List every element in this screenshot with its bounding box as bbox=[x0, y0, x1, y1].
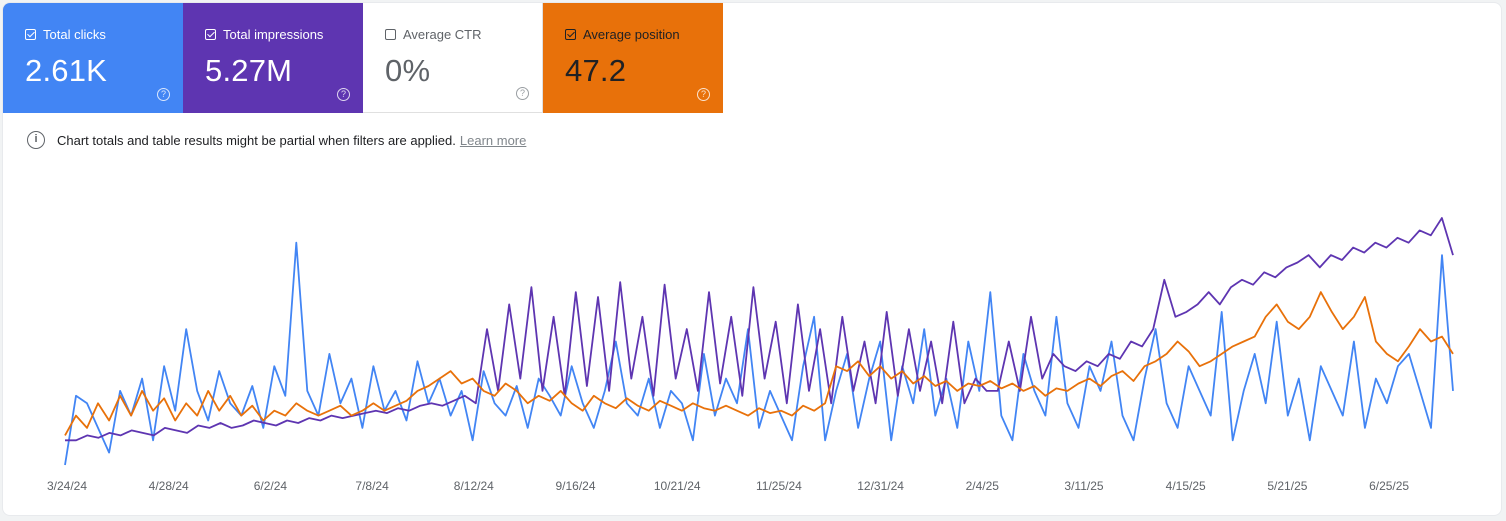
x-tick-label: 6/25/25 bbox=[1369, 479, 1409, 493]
metric-cards: Total clicks 2.61K ? Total impressions 5… bbox=[3, 3, 723, 113]
help-icon[interactable]: ? bbox=[516, 87, 529, 100]
x-tick-label: 2/4/25 bbox=[966, 479, 1000, 493]
notice-text: Chart totals and table results might be … bbox=[57, 132, 456, 148]
help-icon[interactable]: ? bbox=[157, 88, 170, 101]
info-icon: i bbox=[27, 131, 45, 149]
x-tick-label: 9/16/24 bbox=[555, 479, 595, 493]
card-average-position[interactable]: Average position 47.2 ? bbox=[543, 3, 723, 113]
series-line-2 bbox=[64, 291, 1454, 436]
x-tick-label: 7/8/24 bbox=[355, 479, 389, 493]
card-label: Total clicks bbox=[43, 27, 106, 42]
card-total-clicks[interactable]: Total clicks 2.61K ? bbox=[3, 3, 183, 113]
series-layer bbox=[64, 217, 1454, 466]
card-header: Total impressions bbox=[205, 27, 323, 42]
help-icon[interactable]: ? bbox=[697, 88, 710, 101]
series-line-1 bbox=[65, 217, 1454, 442]
x-tick-label: 6/2/24 bbox=[254, 479, 288, 493]
card-header: Total clicks bbox=[25, 27, 106, 42]
card-value: 5.27M bbox=[205, 53, 293, 88]
x-axis-labels: 3/24/24 4/28/24 6/2/24 7/8/24 8/12/24 9/16/24… bbox=[47, 479, 1409, 493]
x-tick-label: 8/12/24 bbox=[454, 479, 494, 493]
card-label: Average CTR bbox=[403, 27, 482, 42]
x-tick-label: 11/25/24 bbox=[756, 479, 802, 493]
learn-more-link[interactable]: Learn more bbox=[459, 132, 527, 148]
x-tick-label: 3/24/24 bbox=[47, 479, 87, 493]
x-tick-label: 3/11/25 bbox=[1064, 479, 1103, 493]
card-label: Average position bbox=[583, 27, 680, 42]
card-value: 47.2 bbox=[565, 53, 627, 88]
filter-notice: i Chart totals and table results might b… bbox=[27, 131, 526, 149]
checkbox-unchecked-icon[interactable] bbox=[385, 29, 396, 40]
checkbox-checked-icon[interactable] bbox=[565, 29, 576, 40]
x-tick-label: 12/31/24 bbox=[857, 479, 904, 493]
card-label: Total impressions bbox=[223, 27, 324, 42]
x-tick-label: 4/15/25 bbox=[1166, 479, 1206, 493]
performance-chart: 3/24/24 4/28/24 6/2/24 7/8/24 8/12/24 9/16/24… bbox=[47, 217, 1454, 493]
card-total-impressions[interactable]: Total impressions 5.27M ? bbox=[183, 3, 363, 113]
card-header: Average CTR bbox=[385, 27, 482, 42]
checkbox-checked-icon[interactable] bbox=[25, 29, 36, 40]
help-icon[interactable]: ? bbox=[337, 88, 350, 101]
card-header: Average position bbox=[565, 27, 680, 42]
x-tick-label: 10/21/24 bbox=[654, 479, 701, 493]
card-value: 0% bbox=[385, 53, 431, 88]
x-tick-label: 5/21/25 bbox=[1267, 479, 1307, 493]
checkbox-checked-icon[interactable] bbox=[205, 29, 216, 40]
x-tick-label: 4/28/24 bbox=[149, 479, 189, 493]
series-line-0 bbox=[64, 241, 1454, 466]
card-value: 2.61K bbox=[25, 53, 108, 88]
card-average-ctr[interactable]: Average CTR 0% ? bbox=[363, 3, 543, 113]
